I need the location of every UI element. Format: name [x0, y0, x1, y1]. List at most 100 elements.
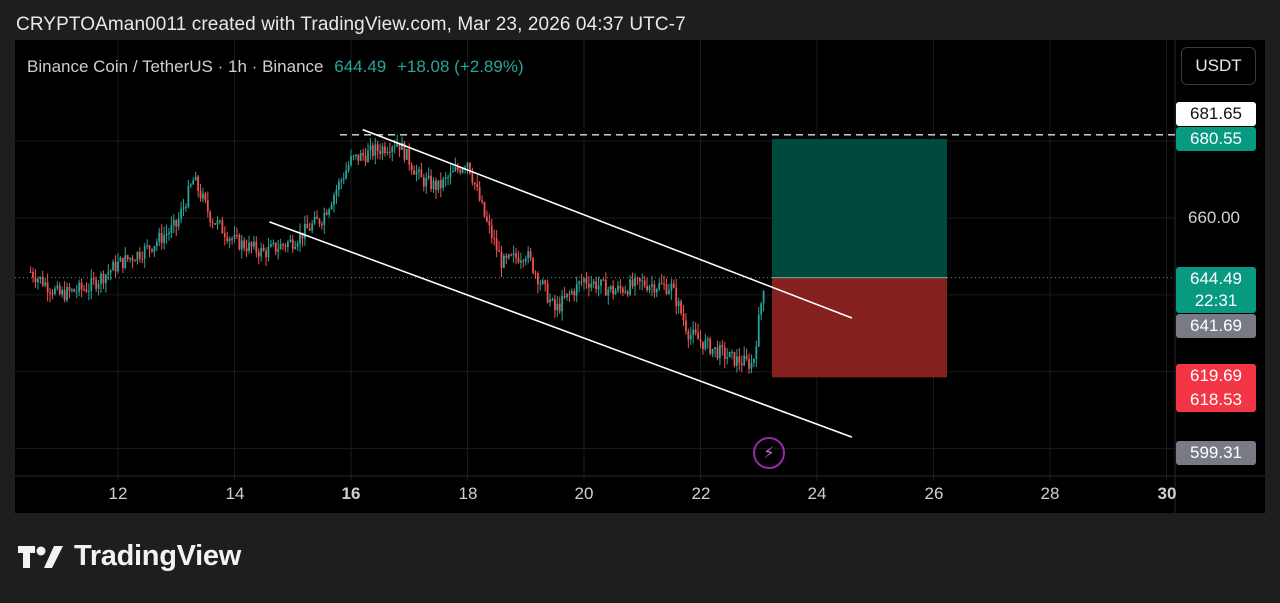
candle-body: [211, 222, 214, 224]
candle-body: [495, 238, 498, 251]
candle-body: [78, 282, 81, 292]
price-label-current: 644.49 22:31: [1176, 267, 1256, 313]
candle-body: [311, 223, 314, 231]
price-label-641: 641.69: [1176, 314, 1256, 338]
candle-body: [119, 257, 122, 262]
candle-body: [359, 153, 362, 161]
price-label-644: 644.49: [1190, 269, 1242, 288]
x-tick: 12: [108, 484, 128, 503]
candle-body: [745, 355, 748, 359]
candle-body: [473, 182, 476, 185]
candle-body: [405, 148, 408, 160]
candle-body: [680, 301, 682, 314]
candle-body: [68, 287, 71, 291]
candle-body: [313, 216, 316, 224]
candle-body: [410, 164, 413, 171]
candle-body: [121, 257, 124, 268]
candle-body: [342, 178, 345, 181]
candle-body: [231, 238, 233, 240]
candle-body: [602, 279, 605, 281]
candle-body: [486, 216, 488, 222]
candle-body: [728, 351, 731, 358]
candle-body: [619, 285, 622, 289]
candle-body: [493, 238, 496, 240]
price-label-680: 680.55: [1176, 127, 1256, 151]
candle-body: [172, 220, 175, 226]
candle-body: [124, 255, 127, 268]
candle-body: [286, 241, 289, 247]
candle-body: [413, 170, 416, 175]
candle-body: [289, 239, 292, 242]
candle-body: [420, 169, 423, 178]
candle-body: [386, 151, 389, 153]
candle-body: [519, 260, 522, 263]
candle-body: [330, 204, 333, 210]
candle-body: [442, 178, 445, 188]
candle-body: [699, 339, 702, 342]
candle-body: [272, 242, 275, 245]
candle-body: [478, 187, 481, 201]
candle-body: [180, 209, 183, 219]
price-label-countdown: 22:31: [1194, 291, 1238, 310]
candle-body: [197, 176, 199, 191]
candle-body: [685, 320, 687, 332]
candle-body: [609, 286, 612, 290]
candle-body: [240, 240, 243, 250]
candle-body: [689, 334, 692, 340]
chart-panel[interactable]: Binance Coin / TetherUS · 1h · Binance 6…: [15, 40, 1265, 513]
candle-body: [726, 357, 729, 359]
legend-exchange: Binance: [262, 57, 324, 76]
candle-body: [318, 219, 321, 224]
candle-body: [626, 291, 629, 295]
candle-body: [296, 243, 299, 247]
brand-name: TradingView: [74, 540, 241, 572]
candle-body: [352, 155, 355, 157]
candle-body: [634, 277, 636, 287]
candle-body: [488, 221, 491, 226]
candle-body: [456, 167, 459, 170]
currency-button[interactable]: USDT: [1181, 47, 1256, 85]
candle-body: [245, 248, 248, 252]
lightning-bolt-icon[interactable]: ⚡: [753, 437, 785, 469]
candle-body: [668, 290, 670, 294]
candle-body: [51, 293, 54, 295]
x-tick: 24: [807, 484, 827, 503]
candle-body: [323, 212, 326, 225]
price-chart[interactable]: [15, 40, 1265, 513]
candle-body: [189, 184, 192, 187]
legend-last-price: 644.49: [334, 57, 387, 76]
candle-body: [697, 333, 699, 340]
candle-body: [580, 281, 583, 283]
candle-body: [306, 223, 309, 229]
legend-interval: 1h: [228, 57, 247, 76]
candle-body: [102, 273, 105, 284]
candle-body: [648, 286, 651, 291]
price-label-618: 618.53: [1190, 390, 1242, 409]
candle-body: [510, 254, 513, 256]
candle-body: [522, 260, 525, 262]
candle-body: [90, 278, 93, 291]
candle-body: [66, 287, 68, 301]
candle-body: [114, 261, 117, 272]
candle-body: [396, 142, 399, 147]
candle-body: [750, 363, 753, 369]
candle-body: [660, 283, 663, 285]
candle-body: [219, 220, 221, 222]
candle-body: [748, 358, 750, 369]
candle-body: [168, 232, 170, 235]
tradingview-brand: TradingView: [18, 540, 241, 573]
candle-body: [284, 245, 287, 247]
candle-body: [743, 355, 746, 366]
candle-body: [614, 290, 617, 295]
candle-body: [553, 298, 556, 311]
candle-body: [709, 338, 712, 355]
candle-body: [556, 303, 559, 311]
candle-body: [711, 348, 714, 355]
candle-body: [262, 247, 265, 251]
candle-body: [381, 146, 384, 154]
candle-body: [583, 278, 585, 282]
price-label-619: 619.69: [1190, 366, 1242, 385]
candle-body: [658, 283, 661, 290]
candle-body: [534, 272, 537, 274]
candle-body: [134, 260, 136, 262]
